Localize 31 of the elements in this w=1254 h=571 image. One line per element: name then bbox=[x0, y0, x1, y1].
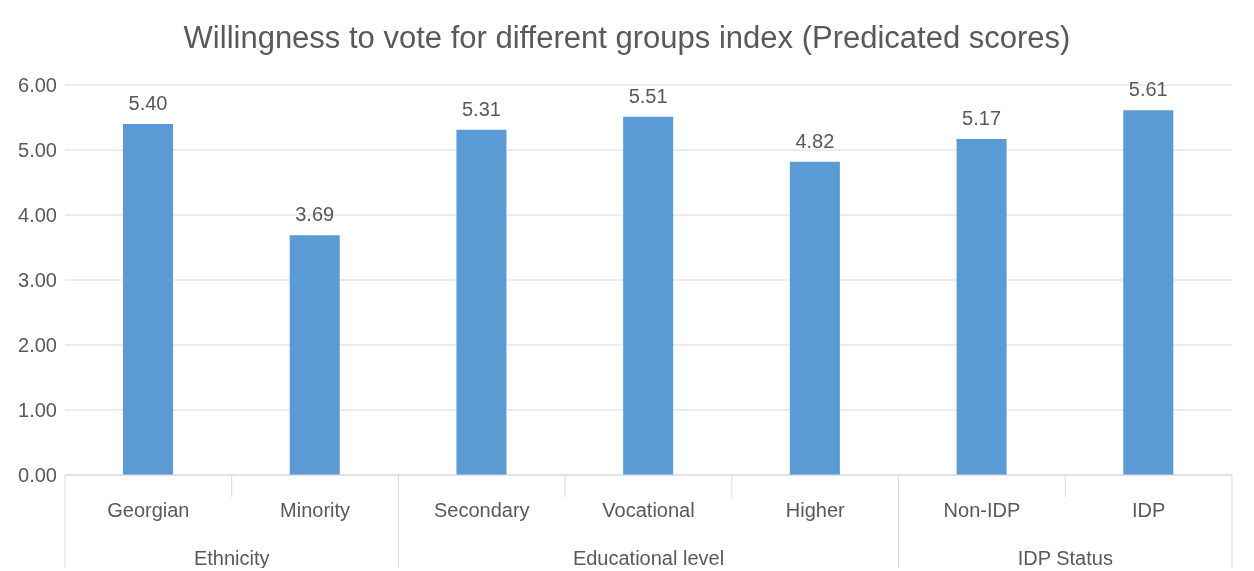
data-label: 5.31 bbox=[461, 97, 501, 120]
bar bbox=[456, 129, 507, 475]
x-tick-label: Secondary bbox=[433, 499, 530, 521]
bar bbox=[789, 161, 840, 475]
data-label: 5.51 bbox=[628, 84, 668, 107]
y-tick-label: 1.00 bbox=[18, 399, 57, 422]
text: Educational level bbox=[572, 547, 725, 569]
y-tick-label: 5.00 bbox=[18, 139, 57, 162]
bar bbox=[956, 138, 1007, 475]
data-label: 5.17 bbox=[962, 106, 1002, 129]
x-tick-label: Vocational bbox=[602, 499, 695, 521]
y-tick-label: 2.00 bbox=[18, 334, 57, 357]
y-tick-label: 6.00 bbox=[18, 74, 57, 97]
bar bbox=[1123, 110, 1174, 475]
chart-title: Willingness to vote for different groups index (Predicated scores) bbox=[182, 19, 1072, 57]
x-tick-label: Minority bbox=[280, 499, 351, 521]
data-label: 3.69 bbox=[295, 203, 335, 226]
bar bbox=[623, 116, 674, 475]
y-tick-label: 4.00 bbox=[18, 204, 57, 227]
data-label: 5.40 bbox=[128, 92, 168, 114]
bar bbox=[289, 235, 340, 475]
y-tick-label: 0.00 bbox=[18, 464, 57, 487]
x-tick-label: IDP bbox=[1131, 499, 1166, 521]
x-tick-label: Higher bbox=[785, 499, 846, 521]
bar bbox=[123, 124, 174, 475]
data-label: 4.82 bbox=[795, 129, 835, 152]
x-tick-label: Non-IDP bbox=[943, 499, 1021, 521]
y-tick-label: 3.00 bbox=[18, 269, 57, 292]
data-label: 5.61 bbox=[1128, 78, 1168, 101]
x-tick-label: Georgian bbox=[107, 499, 190, 521]
text: IDP Status bbox=[1017, 547, 1113, 569]
